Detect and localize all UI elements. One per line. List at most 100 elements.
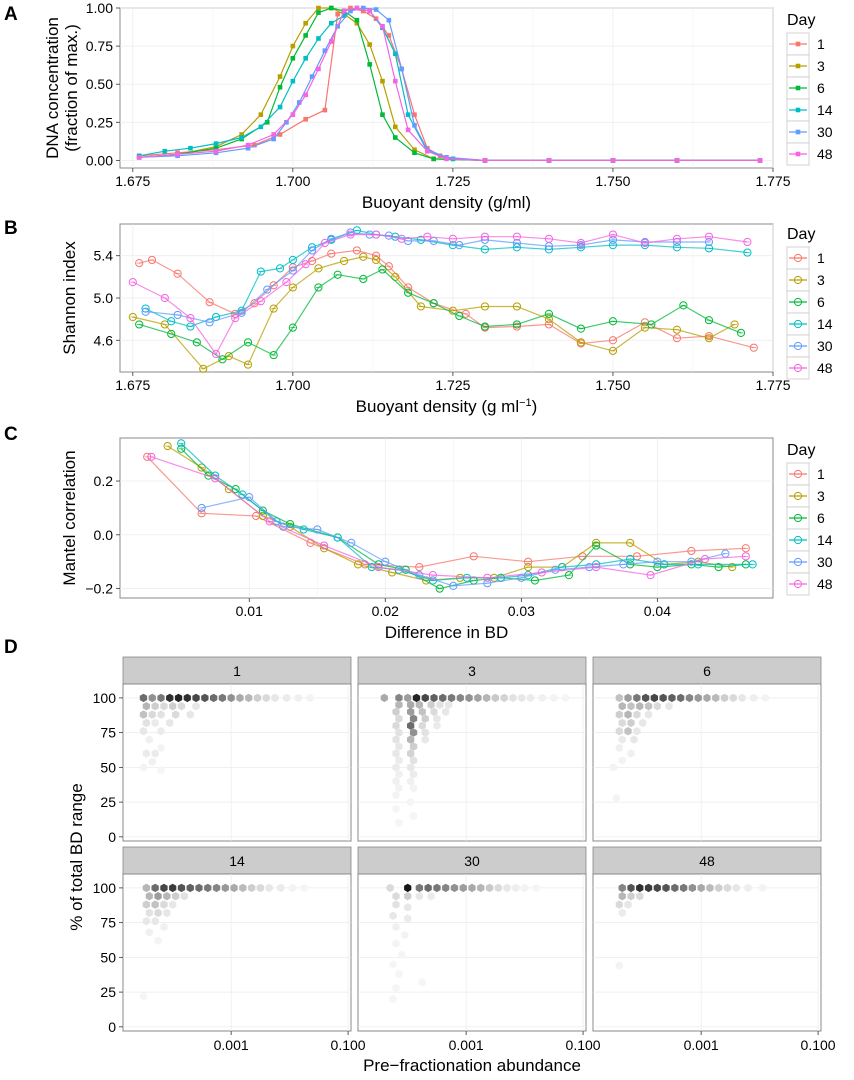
hexbin-cell (500, 693, 508, 703)
hexbin-cell (142, 883, 150, 893)
hexbin-cell (615, 961, 623, 970)
hexbin-cell (526, 693, 535, 703)
data-point (512, 232, 522, 241)
hexbin-cell (395, 784, 403, 793)
data-point (741, 552, 750, 561)
hexbin-cell (659, 693, 667, 703)
data-point (730, 320, 739, 329)
data-point (237, 308, 246, 317)
hexbin-cell (177, 883, 186, 893)
hexbin-cell (494, 883, 502, 893)
hexbin-cell (404, 914, 412, 923)
hexbin-cell (456, 693, 464, 703)
legend-label-day-30: 30 (817, 338, 833, 354)
data-point (296, 100, 302, 105)
data-point (435, 584, 444, 593)
data-point (743, 248, 752, 257)
data-point (672, 243, 682, 252)
data-point (258, 511, 267, 521)
data-point (218, 355, 227, 364)
hexbin-cell (395, 756, 403, 765)
hexbin-cell (166, 718, 174, 728)
data-point (341, 8, 347, 14)
data-point (480, 302, 490, 311)
hexbin-cell (139, 710, 148, 719)
data-point (188, 145, 193, 151)
hexbin-cell (447, 693, 456, 703)
data-point (512, 322, 522, 331)
hexbin-cell (633, 693, 641, 703)
legend-key-marker (795, 85, 801, 91)
data-point (167, 329, 176, 339)
data-point (367, 62, 372, 67)
hexbin-cell (395, 742, 403, 751)
hexbin-cell (306, 693, 314, 703)
data-point (415, 562, 424, 572)
data-point (290, 112, 296, 117)
hexbin-cell (729, 693, 737, 703)
data-point (619, 560, 628, 569)
y-tick-label: 5.0 (94, 290, 114, 306)
y-tick-label: 0.50 (86, 76, 113, 92)
hexbin-cell (139, 693, 148, 703)
legend-key-marker (795, 63, 801, 69)
hexbin-cell (532, 883, 540, 893)
y-tick-label: 0 (108, 1019, 116, 1035)
hexbin-cell (245, 693, 253, 703)
x-tick-label: 0.100 (566, 1037, 601, 1053)
hexbin-cell (248, 883, 256, 893)
data-point (282, 278, 291, 287)
data-point (480, 232, 490, 241)
data-point (626, 554, 635, 564)
hexbin-cell (404, 883, 412, 893)
x-axis-label: Pre−fractionation abundance (363, 1056, 581, 1075)
hexbin-cell (157, 693, 165, 703)
data-point (213, 141, 219, 146)
hexbin-cell (407, 777, 415, 786)
data-point (288, 255, 297, 265)
hexbin-cell (145, 908, 153, 918)
data-point (512, 320, 522, 329)
series-line-day-48 (139, 7, 761, 161)
y-tick-label: 0.25 (86, 114, 113, 130)
facet-strip (357, 656, 587, 685)
data-point (530, 576, 540, 585)
hexbin-cell (665, 702, 673, 711)
hexbin-cell (615, 710, 623, 719)
x-tick-label: 0.001 (449, 1037, 484, 1053)
data-point (537, 568, 546, 577)
data-point (316, 5, 321, 11)
hexbin-cell (404, 903, 412, 912)
hexbin-cell (650, 693, 658, 703)
y-tick-label: 100 (93, 690, 117, 706)
hexbin-cell (491, 693, 499, 703)
data-point (224, 352, 233, 361)
legend-key-marker (793, 297, 803, 307)
hexbin-cell (624, 727, 632, 736)
hexbin-cell (392, 804, 400, 814)
data-point (640, 238, 650, 248)
hexbin-cell (160, 702, 168, 711)
data-point (448, 234, 458, 243)
facet-plot-area (122, 683, 352, 842)
data-point (348, 8, 353, 14)
y-tick-label: 4.6 (94, 332, 114, 348)
data-point (741, 544, 750, 553)
hexbin-cell (389, 994, 397, 1004)
data-point (608, 317, 618, 326)
legend-key-marker (793, 341, 803, 351)
hexbin-cell (142, 900, 150, 909)
data-point (322, 107, 328, 113)
hexbin-cell (392, 791, 400, 800)
data-point (264, 119, 270, 125)
data-point (483, 573, 492, 582)
data-point (626, 538, 635, 547)
hexbin-cell (157, 710, 165, 719)
data-point (392, 124, 398, 130)
data-point (238, 490, 247, 499)
data-point (672, 234, 682, 243)
data-point (469, 552, 478, 561)
data-point (672, 325, 682, 334)
hexbin-cell (154, 936, 162, 945)
